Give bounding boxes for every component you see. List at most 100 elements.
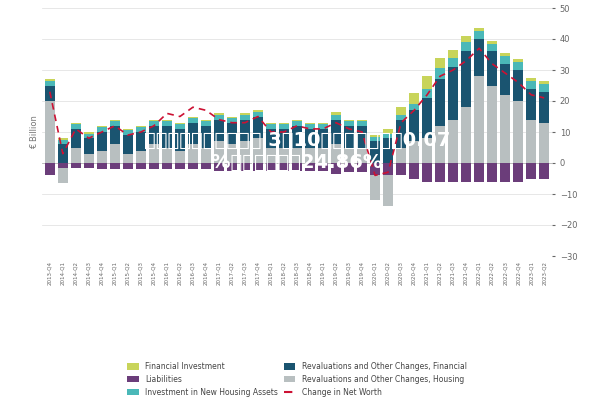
Bar (175, 163, 185, 169)
Bar (448, 50, 458, 58)
Bar (383, 175, 393, 206)
Bar (161, 121, 172, 126)
Bar (175, 129, 185, 150)
Bar (513, 70, 523, 101)
Bar (370, 175, 380, 200)
Bar (461, 107, 472, 163)
Bar (122, 154, 133, 163)
Bar (396, 115, 406, 120)
Bar (110, 121, 120, 126)
Bar (357, 121, 367, 126)
Bar (461, 163, 472, 182)
Bar (279, 124, 289, 129)
Bar (97, 127, 107, 132)
Bar (175, 150, 185, 163)
Bar (487, 44, 497, 51)
Bar (58, 168, 68, 183)
Bar (240, 120, 250, 141)
Bar (83, 154, 94, 163)
Bar (318, 163, 328, 171)
Y-axis label: € Billion: € Billion (30, 115, 39, 149)
Bar (292, 120, 302, 121)
Bar (539, 123, 550, 163)
Bar (331, 120, 341, 144)
Bar (201, 120, 211, 121)
Bar (396, 120, 406, 148)
Bar (409, 141, 419, 163)
Bar (188, 118, 198, 123)
Bar (539, 84, 550, 92)
Bar (448, 58, 458, 67)
Bar (318, 123, 328, 124)
Bar (266, 129, 276, 148)
Bar (214, 163, 224, 171)
Bar (83, 163, 94, 168)
Bar (149, 163, 159, 169)
Bar (526, 163, 536, 178)
Bar (409, 104, 419, 110)
Bar (344, 163, 354, 172)
Bar (305, 148, 315, 163)
Bar (122, 130, 133, 135)
Bar (422, 163, 433, 182)
Bar (240, 114, 250, 115)
Bar (357, 126, 367, 148)
Bar (292, 163, 302, 171)
Bar (214, 141, 224, 163)
Bar (318, 129, 328, 148)
Bar (253, 112, 263, 116)
Bar (240, 163, 250, 171)
Bar (161, 126, 172, 148)
Bar (344, 126, 354, 148)
Bar (448, 120, 458, 163)
Bar (97, 163, 107, 169)
Bar (122, 129, 133, 130)
Bar (214, 115, 224, 120)
Bar (58, 144, 68, 163)
Bar (513, 101, 523, 163)
Bar (44, 86, 55, 101)
Bar (331, 144, 341, 163)
Bar (318, 124, 328, 129)
Bar (149, 126, 159, 144)
Bar (227, 144, 237, 163)
Bar (240, 115, 250, 120)
Bar (71, 129, 81, 148)
Bar (422, 138, 433, 163)
Bar (227, 123, 237, 144)
Bar (461, 51, 472, 107)
Bar (500, 53, 511, 56)
Bar (253, 116, 263, 138)
Bar (71, 123, 81, 124)
Bar (161, 148, 172, 163)
Bar (58, 138, 68, 140)
Bar (409, 163, 419, 178)
Bar (409, 110, 419, 141)
Bar (435, 163, 445, 182)
Bar (435, 58, 445, 68)
Bar (161, 120, 172, 121)
Bar (305, 129, 315, 148)
Bar (188, 116, 198, 118)
Bar (461, 42, 472, 51)
Bar (201, 121, 211, 126)
Bar (500, 56, 511, 64)
Bar (58, 140, 68, 144)
Bar (500, 163, 511, 182)
Bar (305, 123, 315, 124)
Bar (44, 79, 55, 81)
Bar (136, 163, 146, 169)
Bar (266, 124, 276, 129)
Bar (513, 59, 523, 62)
Bar (253, 138, 263, 163)
Bar (461, 36, 472, 42)
Bar (344, 121, 354, 126)
Bar (435, 68, 445, 79)
Bar (97, 126, 107, 127)
Bar (422, 88, 433, 98)
Bar (279, 148, 289, 163)
Bar (83, 132, 94, 134)
Bar (279, 163, 289, 171)
Bar (227, 118, 237, 123)
Bar (110, 144, 120, 163)
